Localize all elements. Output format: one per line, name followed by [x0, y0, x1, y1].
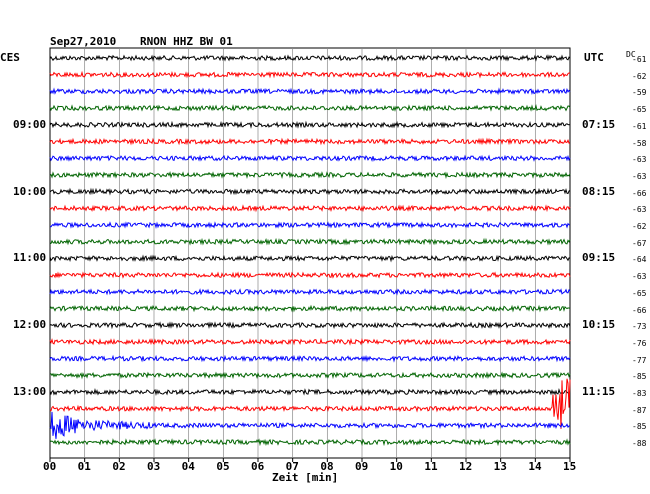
dc-offset-label: -67	[632, 238, 647, 248]
trace-line	[49, 287, 571, 296]
trace-line	[49, 87, 571, 96]
x-tick-label: 11	[424, 460, 438, 473]
trace-line	[49, 378, 571, 429]
trace-line	[49, 337, 571, 346]
date-label: Sep27,2010	[50, 35, 117, 48]
trace-line	[49, 254, 571, 263]
dc-offset-label: -88	[632, 439, 647, 449]
left-hour-label: 09:00	[13, 117, 47, 131]
x-tick-label: 14	[528, 460, 542, 473]
dc-offset-label: -65	[632, 288, 647, 298]
trace-line	[49, 120, 571, 129]
dc-offset-label: -83	[632, 389, 647, 398]
dc-offset-label: -85	[632, 422, 647, 432]
dc-offset-label: -62	[632, 71, 647, 81]
trace-line	[49, 54, 571, 62]
x-tick-label: 07	[285, 460, 299, 473]
trace-line	[49, 354, 571, 363]
dc-offset-label: -58	[632, 138, 647, 148]
trace-line	[49, 104, 571, 112]
left-hour-label: 13:00	[13, 385, 47, 398]
dc-offset-label: -61	[632, 55, 647, 64]
x-tick-label: 08	[320, 460, 334, 473]
x-tick-label: 05	[216, 460, 230, 473]
dc-offset-label: -63	[632, 155, 647, 165]
trace-line	[49, 387, 571, 396]
trace-line	[50, 221, 571, 230]
trace-line	[49, 187, 571, 196]
right-hour-label: 07:15	[582, 117, 616, 131]
left-timezone-label: CES	[0, 51, 20, 64]
trace-line	[49, 137, 571, 146]
right-hour-label: 09:15	[582, 251, 616, 265]
right-hour-label: 08:15	[582, 184, 616, 198]
left-hour-label: 11:00	[13, 251, 47, 265]
x-tick-label: 15	[563, 460, 577, 473]
left-hour-label: 12:00	[13, 318, 47, 332]
trace-line	[49, 70, 571, 79]
right-timezone-label: UTC	[584, 51, 604, 64]
dc-label: DC	[626, 50, 636, 59]
trace-line	[49, 438, 571, 447]
dc-offset-label: -87	[632, 405, 647, 415]
left-hour-label: 10:00	[13, 184, 47, 198]
dc-offset-label: -62	[632, 222, 647, 231]
station-label: RNON HHZ BW 01	[140, 35, 233, 48]
dc-offset-label: -65	[632, 105, 647, 115]
x-tick-label: 02	[112, 460, 126, 473]
x-tick-label: 03	[147, 460, 161, 473]
trace-line	[49, 371, 571, 380]
x-tick-label: 10	[389, 460, 403, 473]
x-tick-label: 04	[181, 460, 195, 473]
dc-offset-label: -76	[632, 338, 647, 348]
x-axis-title: Zeit [min]	[272, 471, 339, 484]
dc-offset-label: -63	[632, 272, 647, 282]
dc-offset-label: -63	[632, 205, 647, 215]
right-hour-label: 10:15	[582, 318, 616, 332]
dc-offset-label: -66	[632, 305, 647, 315]
dc-offset-label: -64	[632, 255, 647, 265]
trace-line	[49, 321, 571, 330]
x-tick-label: 13	[493, 460, 507, 473]
x-tick-label: 12	[459, 460, 473, 473]
x-tick-label: 06	[251, 460, 265, 473]
right-hour-label: 11:15	[582, 385, 616, 398]
x-tick-label: 00	[43, 460, 57, 473]
trace-line	[49, 204, 571, 213]
x-tick-label: 01	[77, 460, 91, 473]
dc-offset-label: -85	[632, 372, 647, 382]
trace-line	[49, 237, 571, 246]
dc-offset-label: -77	[632, 355, 647, 365]
trace-line	[49, 304, 571, 313]
dc-offset-label: -66	[632, 188, 647, 198]
trace-line	[49, 170, 571, 179]
trace-line	[49, 271, 571, 280]
dc-offset-label: -73	[632, 322, 647, 332]
dc-offset-label: -63	[632, 171, 647, 181]
dc-offset-label: -61	[632, 121, 647, 131]
plot-frame	[49, 47, 571, 459]
trace-line	[49, 411, 571, 439]
dc-offset-label: -59	[632, 88, 647, 98]
trace-line	[49, 154, 571, 163]
x-tick-label: 09	[355, 460, 369, 473]
